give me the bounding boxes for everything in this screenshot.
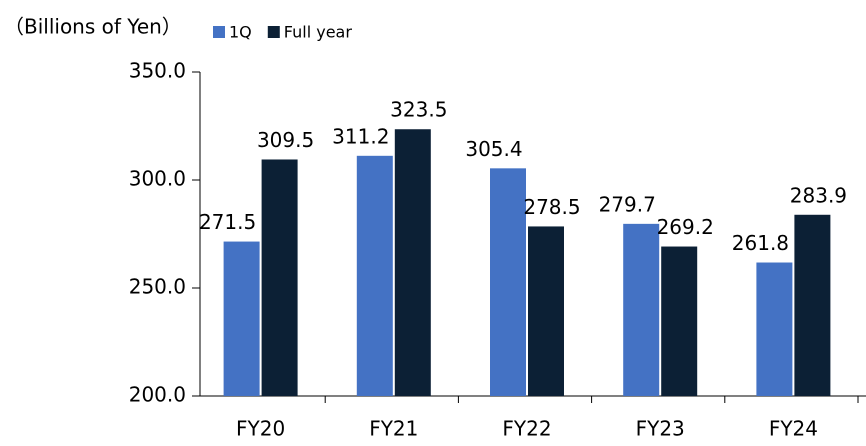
bar (394, 129, 431, 397)
data-label: 278.5 (523, 195, 580, 219)
data-label: 271.5 (199, 210, 256, 234)
bar (490, 168, 526, 396)
data-label: 269.2 (657, 215, 714, 239)
x-tick-label: FY21 (369, 417, 418, 441)
data-label: 323.5 (390, 98, 447, 122)
bar (356, 155, 393, 396)
bar (528, 226, 564, 396)
bar (223, 241, 260, 396)
data-label: 283.9 (790, 183, 847, 207)
x-tick-label: FY20 (236, 417, 285, 441)
x-tick-label: FY24 (769, 417, 818, 441)
y-tick-label: 350.0 (129, 59, 186, 83)
bar (794, 214, 831, 396)
data-label: 311.2 (332, 124, 389, 148)
data-label: 309.5 (257, 128, 314, 152)
bar (661, 246, 698, 396)
x-tick-label: FY22 (502, 417, 551, 441)
y-tick-label: 200.0 (129, 383, 186, 407)
x-tick-label: FY23 (636, 417, 685, 441)
bar (623, 223, 660, 396)
y-tick-label: 300.0 (129, 167, 186, 191)
data-label: 279.7 (599, 192, 656, 216)
legend-swatch (213, 26, 225, 38)
data-label: 261.8 (732, 231, 789, 255)
bar (261, 159, 298, 396)
legend-swatch (267, 26, 280, 38)
data-label: 305.4 (465, 137, 522, 161)
chart-title: （Billions of Yen） (4, 15, 182, 39)
bar (756, 262, 793, 396)
y-tick-label: 250.0 (129, 275, 186, 299)
legend-label: 1Q (229, 23, 252, 42)
legend-label: Full year (284, 23, 353, 42)
